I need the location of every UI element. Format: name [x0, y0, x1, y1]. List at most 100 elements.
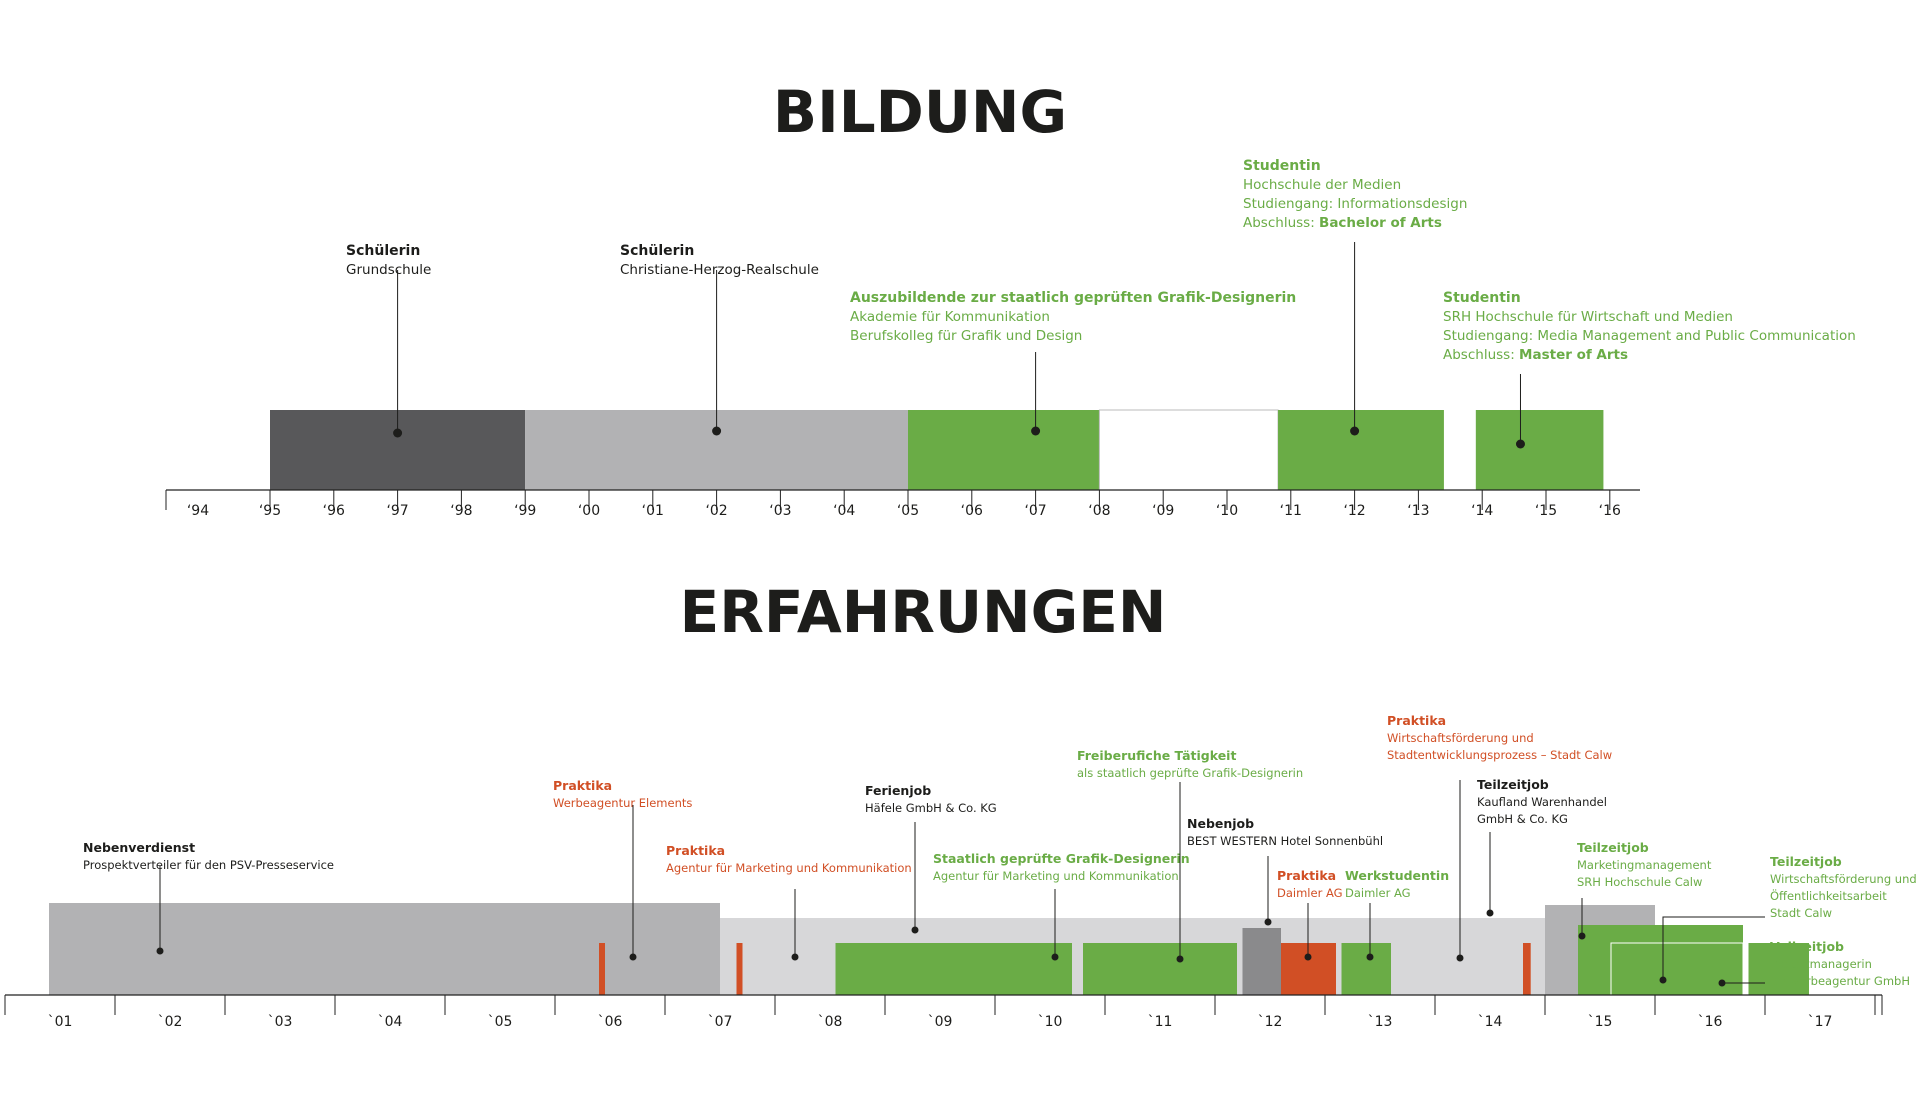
bildung-annotation-line: Grundschule	[346, 262, 431, 278]
erfahrungen-annotation-line: BB werbeagentur GmbH	[1770, 974, 1910, 988]
erfahrungen-tick-label: `08	[818, 1014, 843, 1030]
erfahrungen-annotations: Nebenverdienst Prospektverteiler für den …	[83, 713, 1917, 988]
erfahrungen-bar-11	[599, 943, 605, 995]
bildung-annotations: Schülerin Grundschule Schülerin Christiane-…	[346, 158, 1856, 449]
bildung-tick-label: ‘14	[1471, 503, 1493, 519]
erfahrungen-bar-8	[1578, 925, 1743, 995]
erfahrungen-annotation-title: Staatlich geprüfte Grafik-Designerin	[933, 851, 1190, 866]
bildung-annotation-line: Christiane-Herzog-Realschule	[620, 262, 819, 278]
erfahrungen-tick-label: `14	[1478, 1014, 1503, 1030]
erfahrungen-annotation-line: Öffentlichkeitsarbeit	[1770, 887, 1887, 903]
bildung-tick-label: ‘06	[961, 503, 983, 519]
degree-prefix: Abschluss:	[1243, 215, 1319, 231]
bildung-tick-label: ‘02	[705, 503, 727, 519]
erfahrungen-bar-3	[835, 943, 1072, 995]
erfahrungen-annotation-title: Nebenverdienst	[83, 840, 195, 855]
erfahrungen-title: ERFAHRUNGEN	[680, 578, 1167, 646]
erfahrungen-dot	[1659, 976, 1667, 984]
erfahrungen-annotation-title: Praktika	[666, 843, 725, 858]
erfahrungen-annotation-title: Praktika	[1277, 868, 1336, 883]
erfahrungen-annotation-line: SRH Hochschule Calw	[1577, 875, 1702, 889]
bildung-tick-label: ‘97	[386, 503, 408, 519]
bildung-bar-2	[908, 410, 1100, 490]
bildung-annotation-degree: Abschluss: Master of Arts	[1443, 347, 1628, 363]
bildung-dot	[1031, 426, 1041, 436]
erfahrungen-tick-label: `01	[48, 1014, 73, 1030]
bildung-annotation-title: Schülerin	[620, 243, 694, 259]
bildung-tick-label: ‘13	[1407, 503, 1429, 519]
erfahrungen-annotation-title: Teilzeitjob	[1770, 854, 1842, 869]
bildung-annotation-title: Studentin	[1243, 158, 1321, 174]
erfahrungen-tick-label: `11	[1148, 1014, 1173, 1030]
erfahrungen-tick-label: `06	[598, 1014, 623, 1030]
erfahrungen-dot	[1176, 955, 1184, 963]
erfahrungen-annotation-title: Freiberufiche Tätigkeit	[1077, 748, 1236, 763]
bildung-tick-label: ‘98	[450, 503, 472, 519]
bildung-annotation-line: Studiengang: Informationsdesign	[1243, 196, 1467, 212]
bildung-tick-label: ‘07	[1024, 503, 1046, 519]
erfahrungen-bar-7	[1341, 943, 1391, 995]
erfahrungen-annotation-line: Werbeagentur Elements	[553, 796, 692, 810]
erfahrungen-bar-5	[1242, 928, 1281, 995]
erfahrungen-annotation-title: Teilzeitjob	[1577, 840, 1649, 855]
erfahrungen-annotation-line: Daimler AG	[1345, 886, 1411, 900]
erfahrungen-annotation-line: Daimler AG	[1277, 886, 1343, 900]
bildung-axis: ‘94 ‘95 ‘96 ‘97 ‘98 ‘99 ‘00 ‘01 ‘02 ‘03 ‘04 ‘05 ‘06 ‘…	[165, 489, 1640, 519]
bildung-title: BILDUNG	[773, 78, 1067, 146]
bildung-dot	[393, 428, 403, 438]
erfahrungen-bar-10	[1748, 943, 1809, 995]
erfahrungen-dot	[1304, 953, 1312, 961]
erfahrungen-annotation-line: Wirtschaftsförderung und	[1770, 872, 1917, 886]
erfahrungen-annotation-line: BEST WESTERN Hotel Sonnenbühl	[1187, 834, 1383, 848]
erfahrungen-annotation-title: Werkstudentin	[1345, 868, 1449, 883]
erfahrungen-tick-label: `02	[158, 1014, 183, 1030]
bildung-annotation-line: SRH Hochschule für Wirtschaft und Medien	[1443, 309, 1733, 325]
bildung-dot	[1515, 439, 1525, 449]
bildung-annotation-line: Studiengang: Media Management and Public…	[1443, 328, 1856, 344]
erfahrungen-annotation-title: Praktika	[553, 778, 612, 793]
erfahrungen-annotation-title: Ferienjob	[865, 783, 931, 798]
erfahrungen-annotation-line: Stadt Calw	[1770, 906, 1832, 920]
bildung-annotation-title: Auszubildende zur staatlich geprüften Gr…	[850, 290, 1296, 306]
erfahrungen-dot	[791, 953, 799, 961]
bildung-tick-label: ‘96	[323, 503, 345, 519]
erfahrungen-tick-label: `16	[1698, 1014, 1723, 1030]
erfahrungen-tick-label: `09	[928, 1014, 953, 1030]
bildung-annotation-line: Hochschule der Medien	[1243, 177, 1401, 193]
bildung-tick-label: ‘99	[514, 503, 536, 519]
bildung-bars	[270, 409, 1604, 491]
bildung-tick-label: ‘11	[1280, 503, 1302, 519]
erfahrungen-bar-4	[1083, 943, 1237, 995]
bildung-bar-5	[1475, 410, 1604, 490]
erfahrungen-dot	[1264, 918, 1272, 926]
erfahrungen-annotation-line: Kaufland Warenhandel	[1477, 795, 1607, 809]
bildung-annotation-line: Akademie für Kommunikation	[850, 309, 1050, 325]
degree-name: Master of Arts	[1519, 347, 1628, 363]
erfahrungen-tick-label: `12	[1258, 1014, 1283, 1030]
bildung-tick-label: ‘12	[1343, 503, 1365, 519]
erfahrungen-annotation-line: Agentur für Marketing und Kommunikation	[933, 869, 1179, 883]
bildung-tick-label: ‘04	[833, 503, 855, 519]
erfahrungen-bar-12	[736, 943, 743, 995]
degree-name: Bachelor of Arts	[1319, 215, 1442, 231]
erfahrungen-dot	[1486, 909, 1494, 917]
erfahrungen-dot	[1366, 953, 1374, 961]
erfahrungen-axis: `01 `02 `03 `04 `05 `06 `07 `08 `09 `10 `11 `12 `13 `…	[4, 994, 1883, 1030]
bildung-bar-3	[1098, 409, 1279, 491]
erfahrungen-annotation-line: Projektmanagerin	[1770, 957, 1872, 971]
erfahrungen-dot	[1456, 954, 1464, 962]
bildung-tick-label: ‘09	[1152, 503, 1174, 519]
erfahrungen-dot	[911, 926, 919, 934]
bildung-tick-label: ‘03	[769, 503, 791, 519]
bildung-tick-label: ‘05	[897, 503, 919, 519]
erfahrungen-annotation-line: Häfele GmbH & Co. KG	[865, 801, 997, 815]
erfahrungen-annotation-title: Teilzeitjob	[1477, 777, 1549, 792]
erfahrungen-tick-label: `17	[1808, 1014, 1833, 1030]
bildung-tick-label: ‘08	[1088, 503, 1110, 519]
bildung-annotation-title: Studentin	[1443, 290, 1521, 306]
bildung-dot	[712, 426, 722, 436]
bildung-tick-label: ‘16	[1599, 503, 1621, 519]
erfahrungen-annotation-line: Agentur für Marketing und Kommunikation	[666, 861, 912, 875]
bildung-annotation-line: Berufskolleg für Grafik und Design	[850, 328, 1082, 344]
